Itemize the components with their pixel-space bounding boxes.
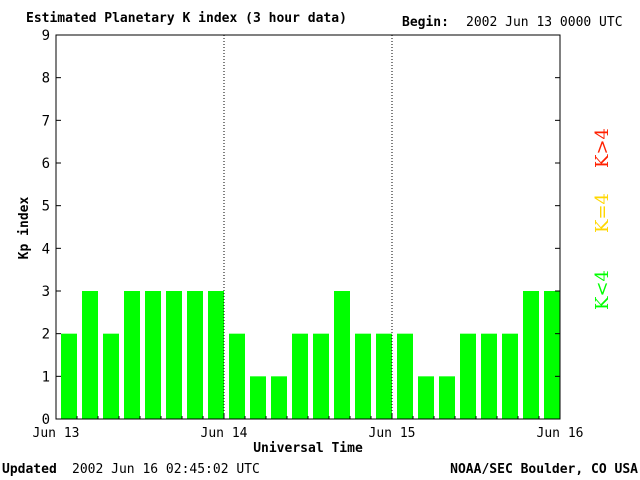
y-tick-label-3: 3 [42,284,50,300]
y-tick-label-5: 5 [42,199,50,215]
legend-item-1: K<4 [592,270,613,310]
kp-bar-12 [292,333,308,419]
begin-value: 2002 Jun 13 0000 UTC [466,15,623,30]
y-tick-label-8: 8 [42,71,50,87]
legend-item-3: K>4 [592,128,613,168]
y-tick-label-9: 9 [42,28,50,44]
chart-title: Estimated Planetary K index (3 hour data… [26,11,347,26]
kp-bar-3 [103,333,119,419]
footer-source: NOAA/SEC Boulder, CO USA [450,462,638,477]
kp-bar-4 [124,291,140,419]
y-tick-label-0: 0 [42,412,50,428]
begin-label: Begin: [402,15,449,30]
kp-bar-7 [187,291,203,419]
x-day-label-0: Jun 13 [33,426,80,441]
x-day-label-3: Jun 16 [537,426,584,441]
footer-updated-label: Updated [2,462,57,477]
y-tick-label-2: 2 [42,327,50,343]
kp-bar-8 [208,291,224,419]
x-day-label-2: Jun 15 [369,426,416,441]
x-day-label-1: Jun 14 [201,426,248,441]
x-axis-label: Universal Time [253,441,363,456]
y-axis-label: Kp index [17,197,32,260]
kp-bar-9 [229,333,245,419]
y-tick-label-4: 4 [42,241,50,257]
kp-bar-17 [397,333,413,419]
kp-bar-13 [313,333,329,419]
kp-bar-11 [271,376,287,419]
kp-bar-1 [61,333,77,419]
kp-bar-18 [418,376,434,419]
y-tick-label-7: 7 [42,113,50,129]
kp-bar-16 [376,333,392,419]
kp-bar-2 [82,291,98,419]
kp-bar-19 [439,376,455,419]
kp-bar-23 [523,291,539,419]
y-tick-label-6: 6 [42,156,50,172]
kp-bar-5 [145,291,161,419]
kp-bar-20 [460,333,476,419]
y-tick-label-1: 1 [42,369,50,385]
legend-item-2: K=4 [592,193,613,233]
kp-bar-15 [355,333,371,419]
kp-bar-10 [250,376,266,419]
kp-bar-14 [334,291,350,419]
kp-bar-24 [544,291,560,419]
kp-bar-21 [481,333,497,419]
kp-bar-22 [502,333,518,419]
footer-updated-value: 2002 Jun 16 02:45:02 UTC [72,462,260,477]
kp-bar-6 [166,291,182,419]
